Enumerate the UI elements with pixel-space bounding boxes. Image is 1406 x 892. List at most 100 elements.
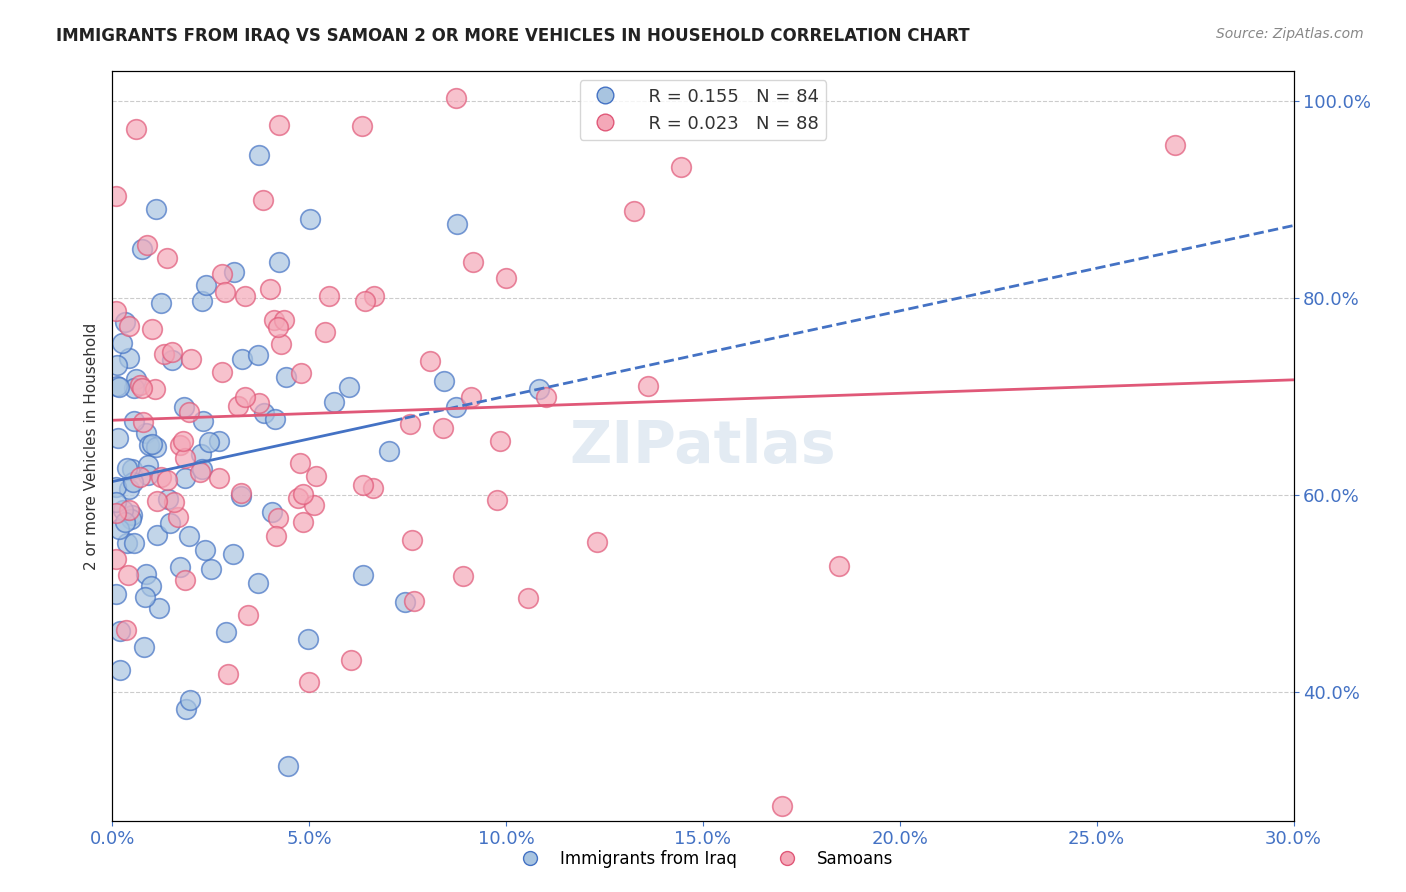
Samoans xyxy=(534,390,557,404)
Samoans xyxy=(460,390,482,404)
Immigrants from Iraq xyxy=(121,508,143,523)
Samoans xyxy=(226,399,249,413)
Immigrants from Iraq xyxy=(124,414,146,428)
Samoans xyxy=(247,396,270,410)
Immigrants from Iraq xyxy=(105,358,128,372)
Samoans xyxy=(314,325,336,339)
Immigrants from Iraq xyxy=(253,406,276,420)
Samoans xyxy=(399,417,422,432)
Text: ZIPatlas: ZIPatlas xyxy=(569,417,837,475)
Immigrants from Iraq xyxy=(200,562,222,576)
Samoans xyxy=(211,365,233,379)
Immigrants from Iraq xyxy=(193,542,215,557)
Samoans xyxy=(105,304,128,318)
Immigrants from Iraq xyxy=(146,528,169,542)
Samoans xyxy=(297,674,319,689)
Samoans xyxy=(288,456,311,470)
Immigrants from Iraq xyxy=(222,547,245,561)
Immigrants from Iraq xyxy=(136,468,159,483)
Immigrants from Iraq xyxy=(247,575,270,590)
Samoans xyxy=(236,608,259,623)
Immigrants from Iraq xyxy=(173,400,195,414)
Immigrants from Iraq xyxy=(136,458,159,472)
Text: IMMIGRANTS FROM IRAQ VS SAMOAN 2 OR MORE VEHICLES IN HOUSEHOLD CORRELATION CHART: IMMIGRANTS FROM IRAQ VS SAMOAN 2 OR MORE… xyxy=(56,27,970,45)
Samoans xyxy=(486,492,509,507)
Immigrants from Iraq xyxy=(173,471,195,485)
Samoans xyxy=(266,510,288,524)
Immigrants from Iraq xyxy=(138,437,160,451)
Samoans xyxy=(1164,138,1187,153)
Immigrants from Iraq xyxy=(159,516,181,530)
Samoans xyxy=(352,477,374,491)
Immigrants from Iraq xyxy=(222,265,245,279)
Samoans xyxy=(267,118,290,132)
Samoans xyxy=(229,485,252,500)
Immigrants from Iraq xyxy=(323,395,346,409)
Samoans xyxy=(264,528,287,542)
Samoans xyxy=(340,653,363,667)
Immigrants from Iraq xyxy=(135,567,157,582)
Immigrants from Iraq xyxy=(277,758,299,772)
Immigrants from Iraq xyxy=(118,351,141,366)
Samoans xyxy=(451,569,474,583)
Immigrants from Iraq xyxy=(194,278,217,293)
Immigrants from Iraq xyxy=(125,372,148,386)
Samoans xyxy=(432,421,454,435)
Immigrants from Iraq xyxy=(394,595,416,609)
Immigrants from Iraq xyxy=(337,380,360,394)
Samoans xyxy=(211,268,233,282)
Immigrants from Iraq xyxy=(208,434,231,448)
Immigrants from Iraq xyxy=(107,431,129,445)
Samoans xyxy=(305,468,328,483)
Samoans xyxy=(259,282,281,296)
Samoans xyxy=(143,382,166,396)
Immigrants from Iraq xyxy=(191,293,214,308)
Immigrants from Iraq xyxy=(121,475,143,490)
Immigrants from Iraq xyxy=(108,624,131,638)
Samoans xyxy=(363,482,385,496)
Samoans xyxy=(129,470,152,484)
Samoans xyxy=(401,533,423,547)
Immigrants from Iraq xyxy=(105,379,128,393)
Immigrants from Iraq xyxy=(197,434,219,449)
Immigrants from Iraq xyxy=(141,436,163,450)
Samoans xyxy=(252,193,274,207)
Samoans xyxy=(671,160,693,174)
Immigrants from Iraq xyxy=(299,212,322,227)
Samoans xyxy=(117,568,139,582)
Samoans xyxy=(131,381,153,395)
Immigrants from Iraq xyxy=(108,663,131,677)
Samoans xyxy=(404,594,426,608)
Immigrants from Iraq xyxy=(246,348,269,362)
Immigrants from Iraq xyxy=(145,440,167,454)
Samoans xyxy=(177,405,200,419)
Immigrants from Iraq xyxy=(135,426,157,441)
Samoans xyxy=(287,491,309,506)
Samoans xyxy=(135,237,157,252)
Samoans xyxy=(163,495,186,509)
Immigrants from Iraq xyxy=(145,202,167,216)
Immigrants from Iraq xyxy=(444,400,467,414)
Y-axis label: 2 or more Vehicles in Household: 2 or more Vehicles in Household xyxy=(83,322,98,570)
Samoans xyxy=(214,285,236,300)
Immigrants from Iraq xyxy=(352,567,374,582)
Samoans xyxy=(827,558,849,573)
Immigrants from Iraq xyxy=(179,693,201,707)
Immigrants from Iraq xyxy=(260,505,283,519)
Immigrants from Iraq xyxy=(264,412,287,426)
Samoans xyxy=(353,293,375,308)
Samoans xyxy=(118,503,141,517)
Samoans xyxy=(105,189,128,203)
Immigrants from Iraq xyxy=(229,490,252,504)
Samoans xyxy=(489,434,512,448)
Immigrants from Iraq xyxy=(108,380,131,394)
Samoans xyxy=(217,666,239,681)
Samoans xyxy=(169,438,191,452)
Samoans xyxy=(495,271,517,285)
Immigrants from Iraq xyxy=(179,529,201,543)
Immigrants from Iraq xyxy=(108,522,131,536)
Samoans xyxy=(105,506,128,520)
Samoans xyxy=(233,289,256,303)
Immigrants from Iraq xyxy=(231,351,253,366)
Immigrants from Iraq xyxy=(120,512,142,526)
